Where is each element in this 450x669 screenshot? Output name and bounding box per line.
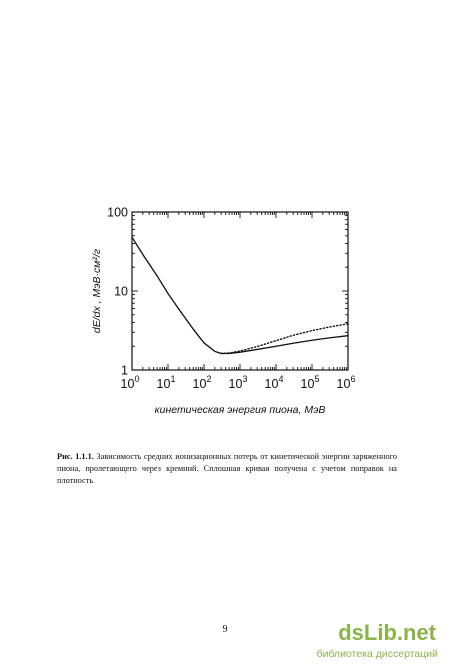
axis-ticks [132,212,348,370]
y-axis-label: dE/dx , МэВ·см²/г [91,249,103,333]
x-tick-label: 105 [301,374,320,391]
x-tick-label: 106 [337,374,356,391]
solid-curve [131,236,349,355]
caption-label: Рис. 1.1.1. [57,452,94,461]
watermark-brand: dsLib.net [338,620,436,645]
x-tick-labels: 100 101 102 103 104 105 106 [121,374,356,391]
y-tick-labels: 1 10 100 [107,206,128,378]
x-tick-label: 104 [265,374,284,391]
x-tick-label: 100 [121,374,140,391]
plot-frame [131,211,349,371]
watermark-subtitle: библиотека диссертаций [316,648,438,660]
figure-caption: Рис. 1.1.1. Зависимость средних ионизаци… [57,451,397,487]
page-number: 9 [222,624,228,635]
x-tick-label: 103 [229,374,248,391]
y-tick-label: 1 [121,364,128,378]
x-axis-label: кинетическая энергия пиона, МэВ [155,404,326,416]
x-tick-label: 102 [193,374,212,391]
watermark: dsLib.net библиотека диссертаций [317,620,440,662]
dotted-curve [220,323,349,355]
curves [131,236,349,355]
caption-text: Зависимость средних ионизационных потерь… [57,452,397,485]
y-tick-label: 10 [114,285,128,299]
x-tick-label: 101 [157,374,176,391]
y-tick-label: 100 [107,206,128,220]
